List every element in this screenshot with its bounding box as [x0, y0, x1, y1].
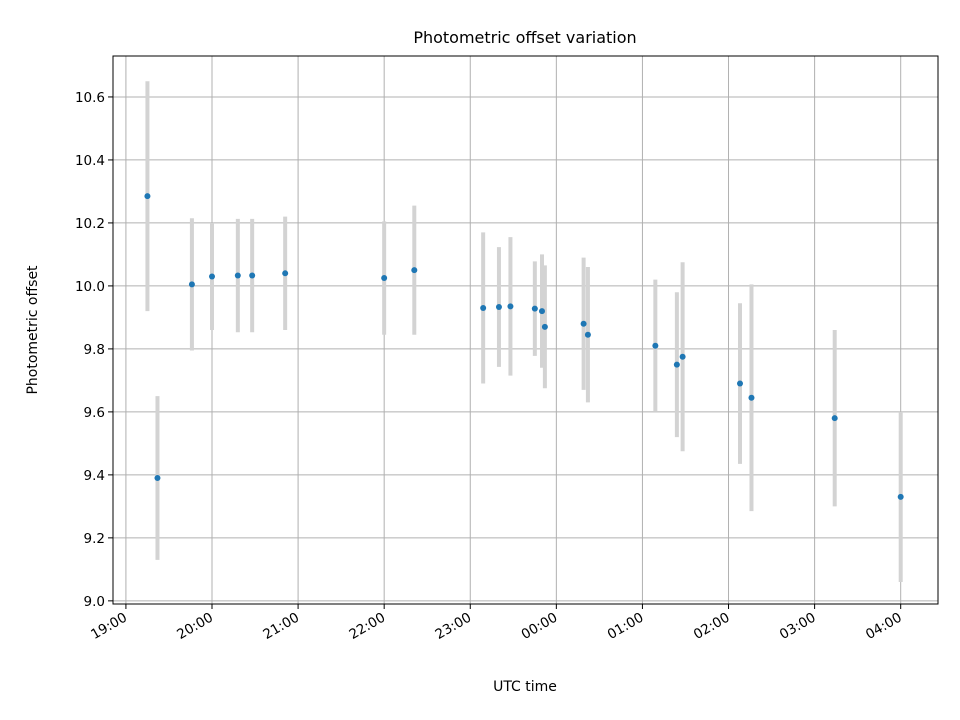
data-point — [531, 305, 538, 312]
data-point — [897, 493, 904, 500]
x-tick-label: 19:00 — [88, 610, 130, 643]
data-point — [673, 361, 680, 368]
plot-frame — [112, 55, 939, 605]
data-point — [507, 303, 514, 310]
data-point — [541, 323, 548, 330]
data-point — [652, 342, 659, 349]
y-tick-label: 10.0 — [75, 279, 105, 295]
x-tick-label: 04:00 — [863, 610, 905, 643]
x-tick-label: 22:00 — [346, 610, 388, 643]
data-point — [144, 193, 151, 200]
data-point — [584, 331, 591, 338]
x-axis-label: UTC time — [493, 679, 557, 695]
chart-title: Photometric offset variation — [413, 28, 636, 47]
y-tick-label: 10.4 — [75, 153, 105, 169]
y-axis-label: Photometric offset — [25, 265, 41, 395]
data-point — [748, 394, 755, 401]
y-tick-label: 9.4 — [84, 468, 105, 484]
y-tick-label: 9.2 — [84, 531, 105, 547]
data-point — [539, 308, 545, 315]
grid — [113, 56, 938, 604]
data-point — [831, 415, 838, 422]
y-tick-label: 9.0 — [84, 594, 105, 610]
y-tick-label: 10.6 — [75, 90, 105, 106]
data-point — [209, 273, 215, 280]
x-tick-label: 21:00 — [260, 610, 302, 643]
data-point — [249, 272, 256, 279]
error-bars — [145, 81, 903, 582]
x-tick-label: 02:00 — [691, 610, 733, 643]
data-point — [381, 275, 388, 282]
y-tick-label: 9.8 — [84, 342, 105, 358]
x-tick-label: 01:00 — [605, 610, 647, 643]
x-axis: 19:00 20:00 21:00 22:00 23:00 00:00 01:00 02:00… — [88, 604, 905, 643]
data-point — [154, 475, 161, 482]
data-point — [234, 272, 241, 279]
data-point — [495, 304, 502, 311]
x-tick-label: 03:00 — [777, 610, 819, 643]
y-tick-label: 9.6 — [84, 405, 105, 421]
data-points — [144, 193, 904, 500]
x-tick-label: 00:00 — [519, 610, 561, 643]
data-point — [480, 304, 487, 311]
data-point — [188, 281, 195, 288]
y-tick-label: 10.2 — [75, 216, 105, 232]
data-point — [679, 353, 686, 360]
data-point — [580, 320, 587, 327]
data-point — [737, 380, 743, 387]
y-axis: 9.0 9.2 9.4 9.6 9.8 10.0 10.2 10.4 10.6 — [75, 90, 113, 610]
data-point — [411, 267, 418, 274]
x-tick-label: 23:00 — [433, 610, 475, 643]
x-tick-label: 20:00 — [174, 610, 216, 643]
data-point — [282, 270, 289, 277]
